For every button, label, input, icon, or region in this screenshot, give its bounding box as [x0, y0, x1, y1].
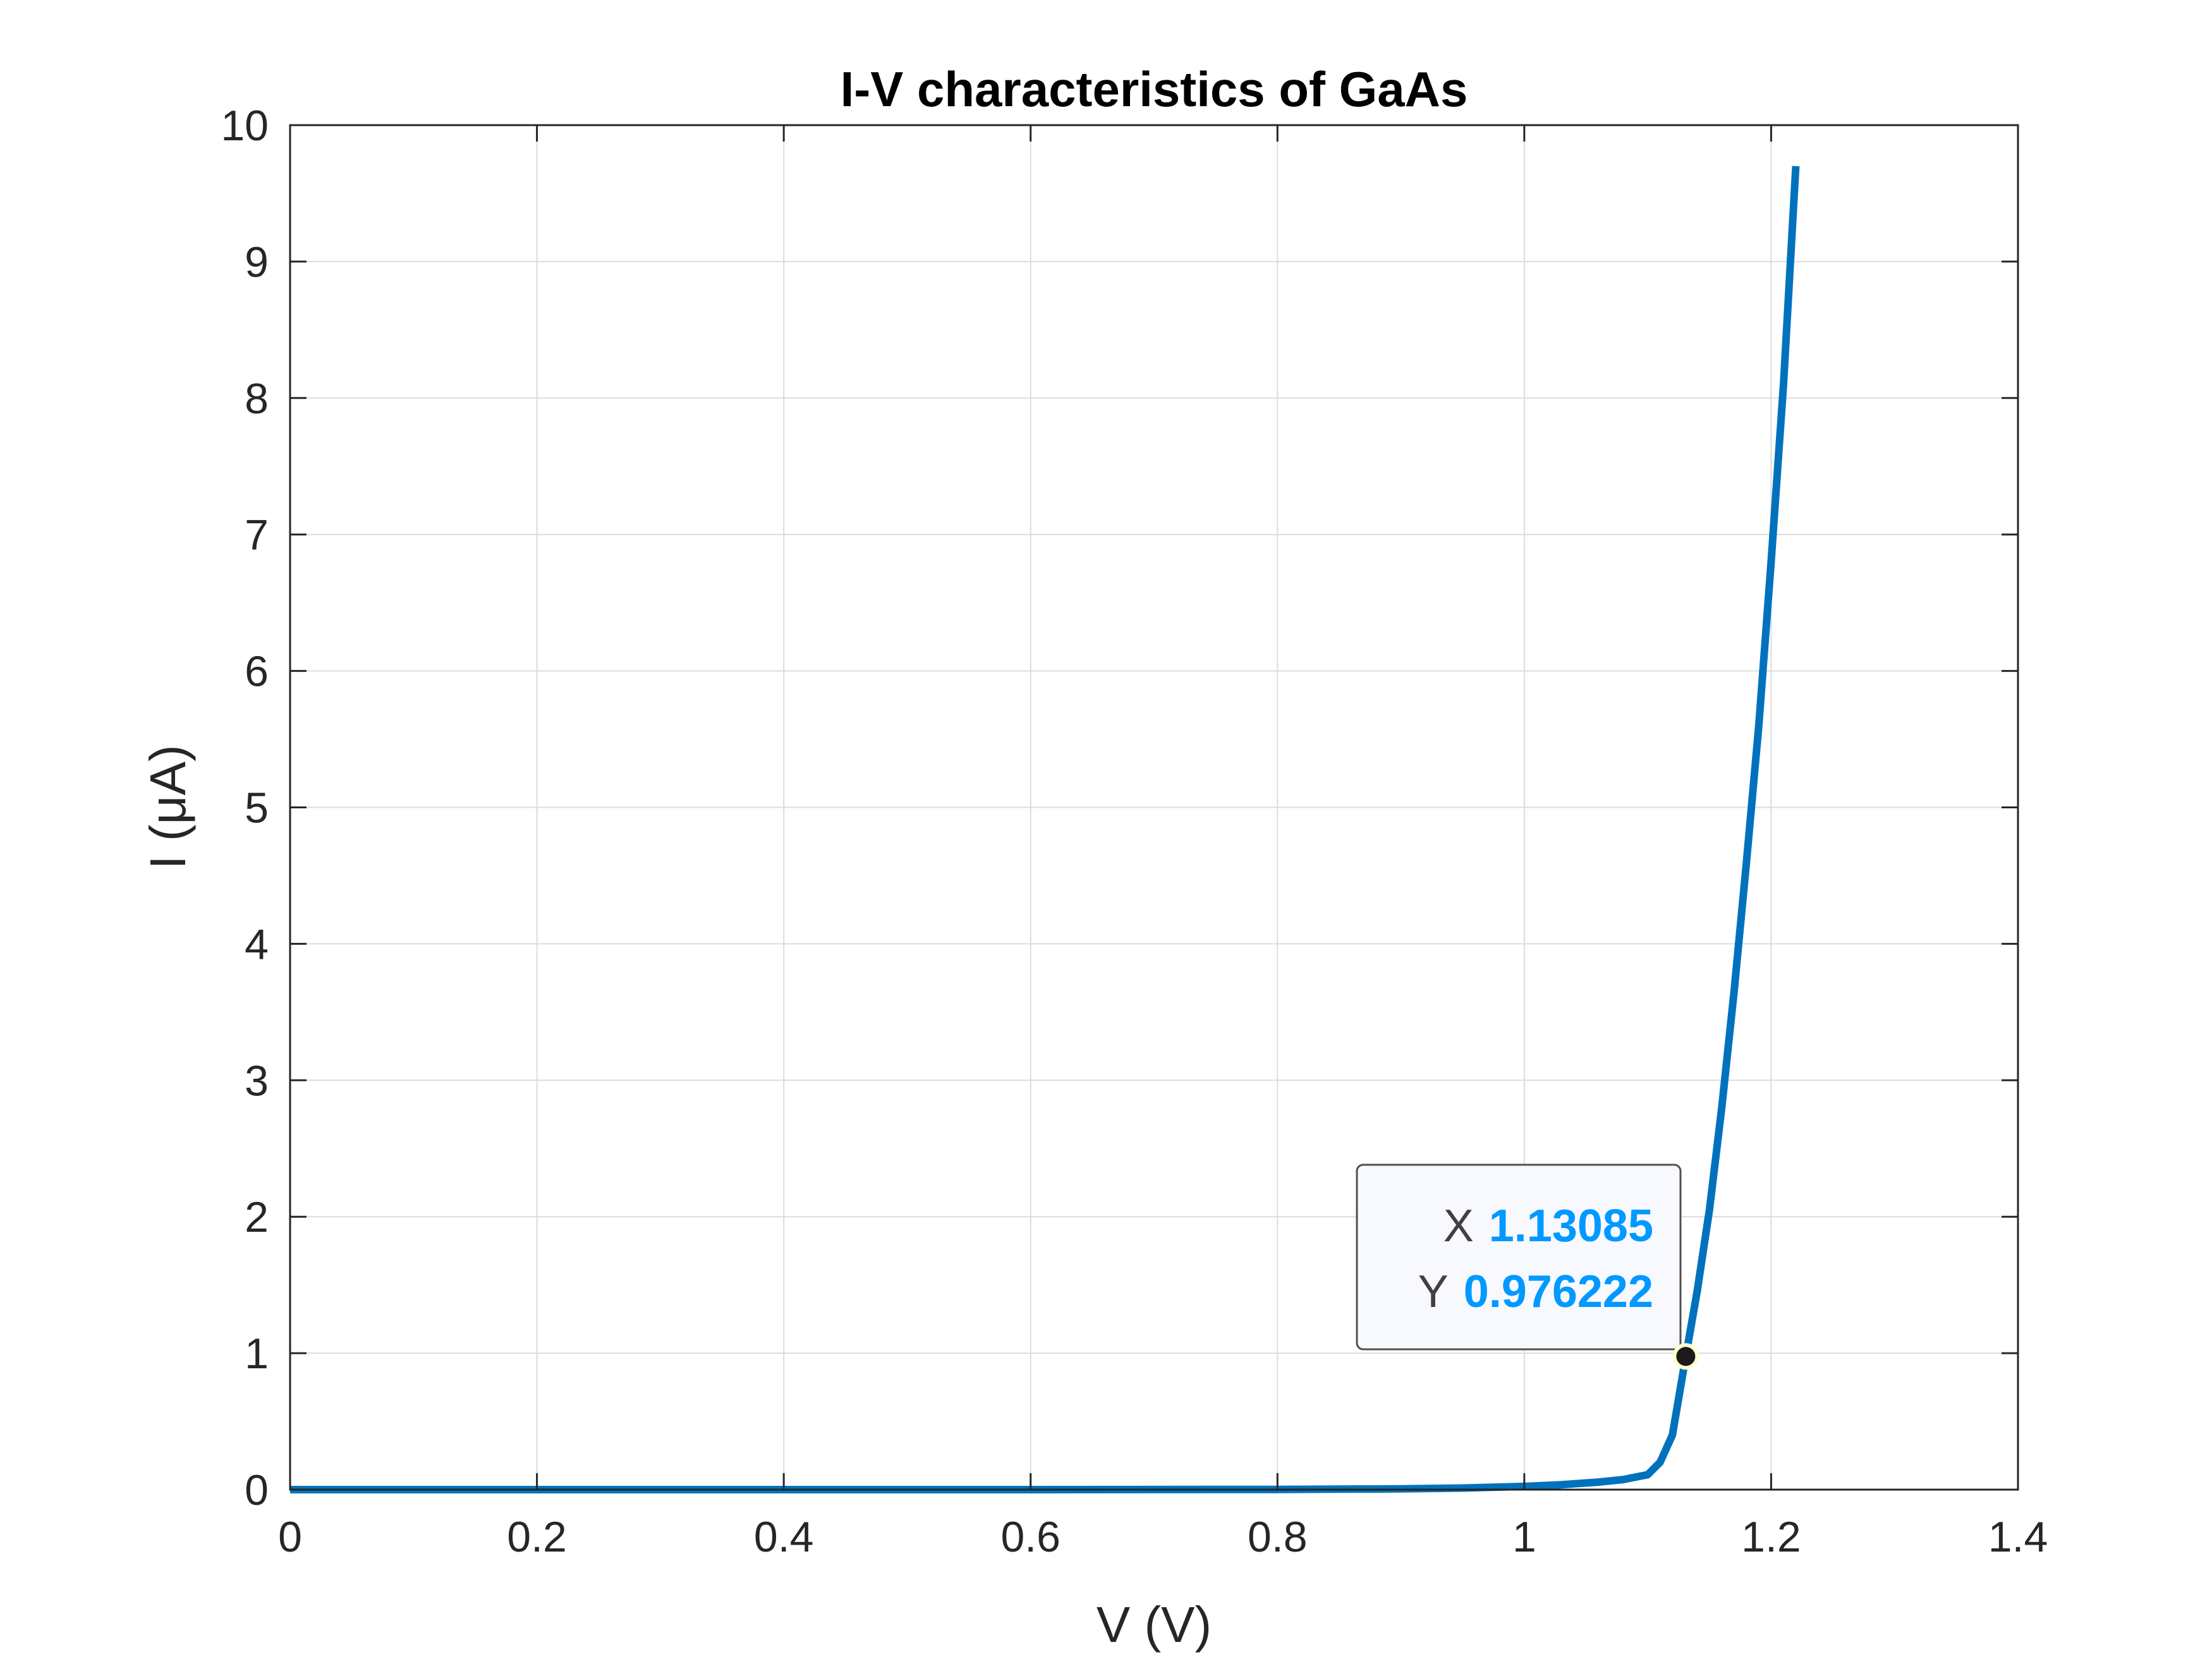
x-tick-label: 1	[1512, 1513, 1536, 1561]
datatip-x-value: 1.13085	[1489, 1201, 1653, 1251]
x-tick-label: 0.2	[507, 1513, 567, 1561]
y-tick-label: 4	[245, 920, 269, 968]
y-tick-labels: 0 1 2 3 4 5 6 7 8 9 10	[221, 102, 269, 1514]
y-tick-label: 5	[245, 784, 269, 832]
y-tick-label: 7	[245, 511, 269, 559]
y-tick-label: 6	[245, 648, 269, 696]
datatip-x-key: X	[1443, 1201, 1474, 1251]
grid-y	[290, 260, 2018, 1354]
datatip-box[interactable]	[1356, 1164, 1682, 1351]
x-tick-label: 0.6	[1000, 1513, 1060, 1561]
datatip-y-row: Y 0.976222	[1418, 1267, 1653, 1317]
y-tick-label: 9	[245, 238, 269, 286]
y-tick-label: 10	[221, 102, 269, 150]
x-tick-label: 0	[278, 1513, 302, 1561]
x-tick-label: 1.4	[1988, 1513, 2048, 1561]
x-tick-label: 1.2	[1741, 1513, 1801, 1561]
x-tick-label: 0.8	[1248, 1513, 1308, 1561]
datatip-y-key: Y	[1418, 1267, 1449, 1317]
x-tick-label: 0.4	[754, 1513, 814, 1561]
y-tick-label: 3	[245, 1057, 269, 1105]
datatip[interactable]: X 1.13085 Y 0.976222	[1356, 1164, 1682, 1351]
ticks	[289, 124, 2019, 1491]
datatip-y-value: 0.976222	[1464, 1267, 1653, 1317]
chart-title: I-V characteristics of GaAs	[841, 61, 1468, 117]
y-tick-label: 0	[245, 1466, 269, 1514]
y-tick-label: 2	[245, 1193, 269, 1241]
y-tick-label: 8	[245, 375, 269, 423]
datatip-x-row: X 1.13085	[1443, 1201, 1653, 1251]
datatip-marker[interactable]	[1672, 1343, 1699, 1370]
y-axis-label: I (μA)	[140, 744, 196, 869]
x-axis-label: V (V)	[1097, 1596, 1212, 1653]
y-tick-label: 1	[245, 1330, 269, 1378]
x-tick-labels: 0 0.2 0.4 0.6 0.8 1 1.2 1.4	[278, 1513, 2048, 1561]
